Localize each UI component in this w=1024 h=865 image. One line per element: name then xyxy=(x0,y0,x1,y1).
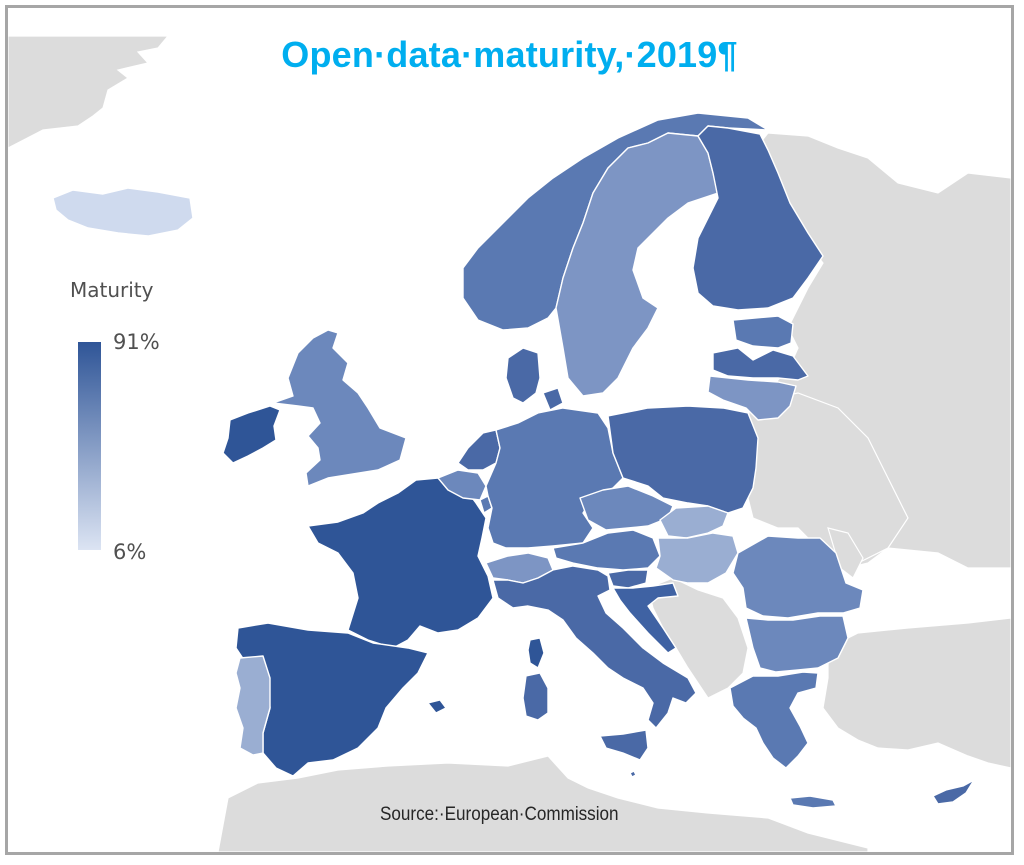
country-france-corsica[interactable] xyxy=(527,637,545,669)
country-uk[interactable] xyxy=(272,329,407,487)
country-ireland[interactable] xyxy=(222,405,281,464)
country-slovakia[interactable] xyxy=(659,505,729,539)
country-estonia[interactable] xyxy=(732,315,794,349)
country-italy-sardinia[interactable] xyxy=(522,672,549,721)
country-romania[interactable] xyxy=(732,535,864,619)
country-croatia[interactable] xyxy=(612,582,679,654)
region-north-africa xyxy=(217,755,869,852)
country-spain-balearic[interactable] xyxy=(427,699,447,714)
country-austria[interactable] xyxy=(552,529,661,571)
country-latvia[interactable] xyxy=(712,347,809,381)
country-denmark[interactable] xyxy=(505,347,564,411)
region-greenland xyxy=(8,35,170,149)
country-belgium[interactable] xyxy=(437,469,487,501)
country-italy-sicily[interactable] xyxy=(599,729,649,761)
country-france[interactable] xyxy=(307,477,494,649)
country-slovenia[interactable] xyxy=(607,569,649,589)
country-finland[interactable] xyxy=(692,125,824,311)
country-bulgaria[interactable] xyxy=(745,615,849,673)
country-hungary[interactable] xyxy=(655,532,739,584)
country-malta[interactable] xyxy=(629,770,637,778)
country-greece-crete[interactable] xyxy=(789,795,837,809)
country-netherlands[interactable] xyxy=(457,429,501,471)
legend-max-label: 91% xyxy=(113,330,160,354)
region-moldova xyxy=(827,527,864,579)
country-iceland[interactable] xyxy=(52,187,194,237)
country-germany[interactable] xyxy=(485,407,624,549)
country-portugal[interactable] xyxy=(235,655,271,756)
legend-min-label: 6% xyxy=(113,540,147,564)
legend-title: Maturity xyxy=(70,278,154,302)
country-poland[interactable] xyxy=(607,405,759,514)
country-italy[interactable] xyxy=(492,565,697,729)
legend: Maturity 91% 6% xyxy=(42,266,202,626)
map-frame: Open·data·maturity,·2019¶ Maturity 91% 6… xyxy=(5,5,1014,855)
legend-color-scale xyxy=(78,342,101,550)
country-greece[interactable] xyxy=(729,671,819,769)
country-cyprus[interactable] xyxy=(932,779,975,805)
region-turkey xyxy=(822,617,1011,769)
source-note: Source:·European·Commission xyxy=(380,804,619,825)
country-lithuania[interactable] xyxy=(707,375,797,421)
europe-choropleth-map xyxy=(8,35,1011,852)
map-title: Open·data·maturity,·2019¶ xyxy=(281,34,738,75)
